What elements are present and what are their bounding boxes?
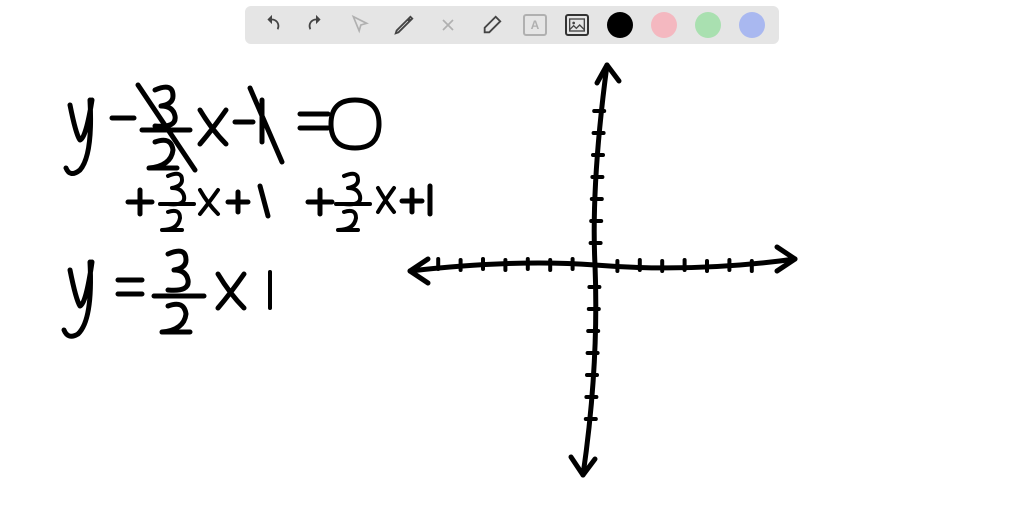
eraser-icon[interactable]	[479, 12, 505, 38]
image-icon[interactable]	[565, 14, 589, 36]
whiteboard-canvas	[0, 0, 1024, 526]
text-box-icon[interactable]: A	[523, 14, 547, 36]
tools-icon[interactable]	[435, 12, 461, 38]
redo-icon[interactable]	[303, 12, 329, 38]
color-green[interactable]	[695, 12, 721, 38]
undo-icon[interactable]	[259, 12, 285, 38]
cursor-icon[interactable]	[347, 12, 373, 38]
color-pink[interactable]	[651, 12, 677, 38]
pencil-icon[interactable]	[391, 12, 417, 38]
toolbar: A	[245, 6, 779, 44]
color-black[interactable]	[607, 12, 633, 38]
color-blue[interactable]	[739, 12, 765, 38]
